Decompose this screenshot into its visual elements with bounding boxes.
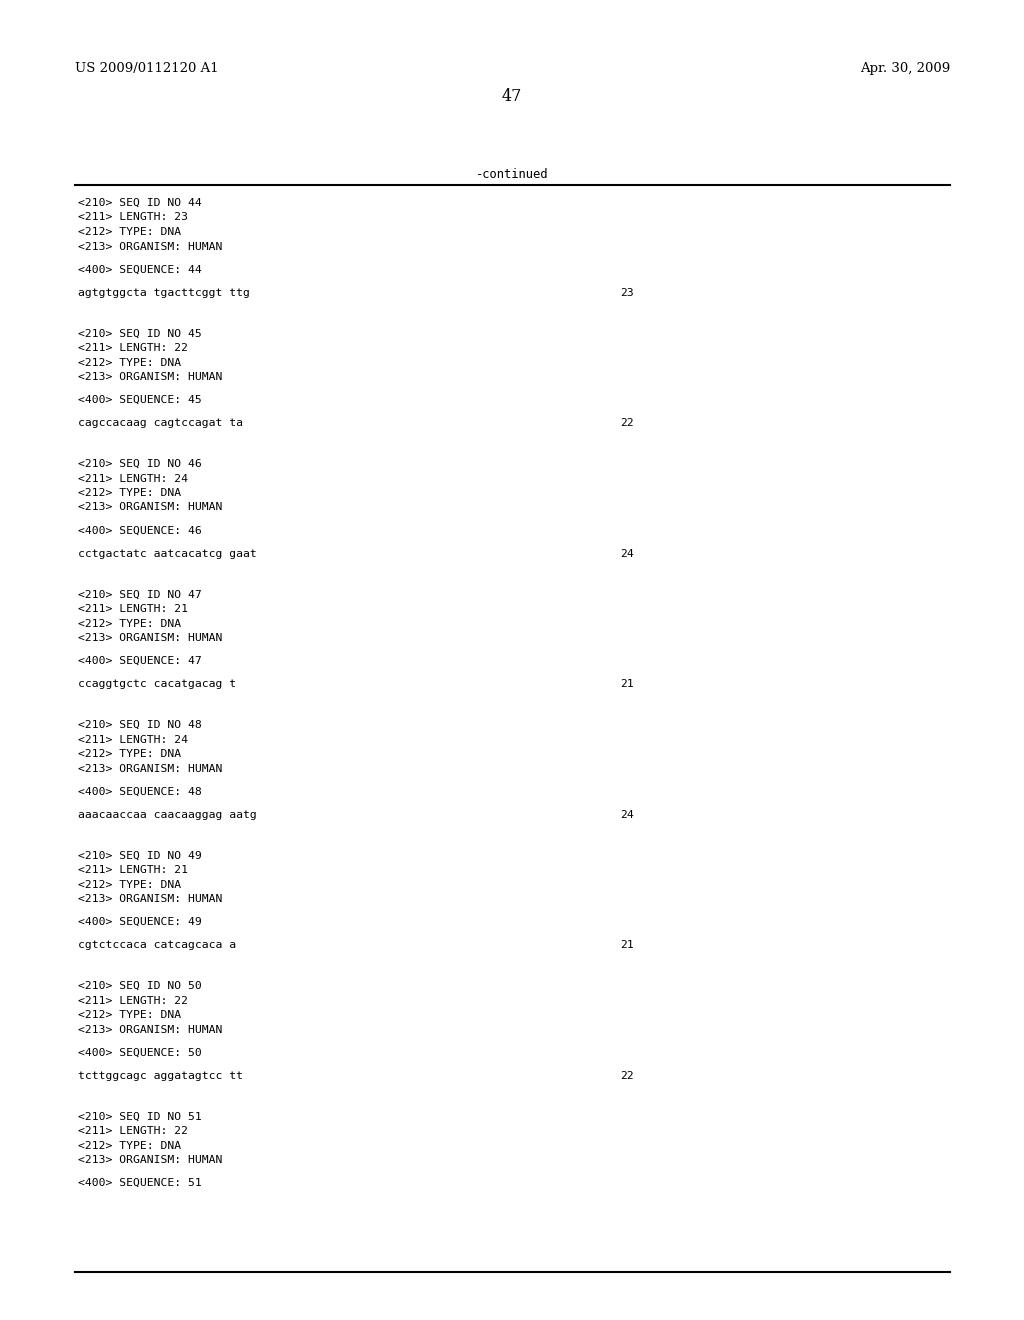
Text: <400> SEQUENCE: 45: <400> SEQUENCE: 45 (78, 395, 202, 405)
Text: -continued: -continued (476, 168, 548, 181)
Text: <213> ORGANISM: HUMAN: <213> ORGANISM: HUMAN (78, 372, 222, 381)
Text: <213> ORGANISM: HUMAN: <213> ORGANISM: HUMAN (78, 894, 222, 904)
Text: <400> SEQUENCE: 48: <400> SEQUENCE: 48 (78, 787, 202, 797)
Text: <210> SEQ ID NO 51: <210> SEQ ID NO 51 (78, 1111, 202, 1122)
Text: 22: 22 (620, 418, 634, 429)
Text: <212> TYPE: DNA: <212> TYPE: DNA (78, 619, 181, 628)
Text: <213> ORGANISM: HUMAN: <213> ORGANISM: HUMAN (78, 1155, 222, 1166)
Text: 21: 21 (620, 680, 634, 689)
Text: <213> ORGANISM: HUMAN: <213> ORGANISM: HUMAN (78, 242, 222, 252)
Text: <211> LENGTH: 21: <211> LENGTH: 21 (78, 865, 188, 875)
Text: <212> TYPE: DNA: <212> TYPE: DNA (78, 879, 181, 890)
Text: 22: 22 (620, 1071, 634, 1081)
Text: Apr. 30, 2009: Apr. 30, 2009 (860, 62, 950, 75)
Text: <213> ORGANISM: HUMAN: <213> ORGANISM: HUMAN (78, 1024, 222, 1035)
Text: 23: 23 (620, 288, 634, 298)
Text: <211> LENGTH: 21: <211> LENGTH: 21 (78, 605, 188, 614)
Text: <213> ORGANISM: HUMAN: <213> ORGANISM: HUMAN (78, 763, 222, 774)
Text: <400> SEQUENCE: 49: <400> SEQUENCE: 49 (78, 917, 202, 927)
Text: <400> SEQUENCE: 46: <400> SEQUENCE: 46 (78, 525, 202, 536)
Text: cagccacaag cagtccagat ta: cagccacaag cagtccagat ta (78, 418, 243, 429)
Text: <400> SEQUENCE: 44: <400> SEQUENCE: 44 (78, 265, 202, 275)
Text: <210> SEQ ID NO 50: <210> SEQ ID NO 50 (78, 981, 202, 991)
Text: <400> SEQUENCE: 50: <400> SEQUENCE: 50 (78, 1048, 202, 1057)
Text: 24: 24 (620, 810, 634, 820)
Text: <211> LENGTH: 24: <211> LENGTH: 24 (78, 474, 188, 483)
Text: <211> LENGTH: 22: <211> LENGTH: 22 (78, 343, 188, 352)
Text: <210> SEQ ID NO 45: <210> SEQ ID NO 45 (78, 329, 202, 338)
Text: <210> SEQ ID NO 48: <210> SEQ ID NO 48 (78, 719, 202, 730)
Text: agtgtggcta tgacttcggt ttg: agtgtggcta tgacttcggt ttg (78, 288, 250, 298)
Text: ccaggtgctc cacatgacag t: ccaggtgctc cacatgacag t (78, 680, 237, 689)
Text: 47: 47 (502, 88, 522, 106)
Text: <400> SEQUENCE: 47: <400> SEQUENCE: 47 (78, 656, 202, 667)
Text: <211> LENGTH: 24: <211> LENGTH: 24 (78, 734, 188, 744)
Text: <212> TYPE: DNA: <212> TYPE: DNA (78, 488, 181, 498)
Text: <210> SEQ ID NO 46: <210> SEQ ID NO 46 (78, 459, 202, 469)
Text: <211> LENGTH: 22: <211> LENGTH: 22 (78, 995, 188, 1006)
Text: <212> TYPE: DNA: <212> TYPE: DNA (78, 748, 181, 759)
Text: <211> LENGTH: 23: <211> LENGTH: 23 (78, 213, 188, 223)
Text: <210> SEQ ID NO 47: <210> SEQ ID NO 47 (78, 590, 202, 599)
Text: <210> SEQ ID NO 44: <210> SEQ ID NO 44 (78, 198, 202, 209)
Text: <400> SEQUENCE: 51: <400> SEQUENCE: 51 (78, 1179, 202, 1188)
Text: <213> ORGANISM: HUMAN: <213> ORGANISM: HUMAN (78, 503, 222, 512)
Text: <211> LENGTH: 22: <211> LENGTH: 22 (78, 1126, 188, 1137)
Text: 21: 21 (620, 940, 634, 950)
Text: <212> TYPE: DNA: <212> TYPE: DNA (78, 227, 181, 238)
Text: <212> TYPE: DNA: <212> TYPE: DNA (78, 1140, 181, 1151)
Text: 24: 24 (620, 549, 634, 558)
Text: <212> TYPE: DNA: <212> TYPE: DNA (78, 1010, 181, 1020)
Text: <213> ORGANISM: HUMAN: <213> ORGANISM: HUMAN (78, 634, 222, 643)
Text: cgtctccaca catcagcaca a: cgtctccaca catcagcaca a (78, 940, 237, 950)
Text: cctgactatc aatcacatcg gaat: cctgactatc aatcacatcg gaat (78, 549, 257, 558)
Text: <210> SEQ ID NO 49: <210> SEQ ID NO 49 (78, 850, 202, 861)
Text: US 2009/0112120 A1: US 2009/0112120 A1 (75, 62, 219, 75)
Text: tcttggcagc aggatagtcc tt: tcttggcagc aggatagtcc tt (78, 1071, 243, 1081)
Text: aaacaaccaa caacaaggag aatg: aaacaaccaa caacaaggag aatg (78, 810, 257, 820)
Text: <212> TYPE: DNA: <212> TYPE: DNA (78, 358, 181, 367)
